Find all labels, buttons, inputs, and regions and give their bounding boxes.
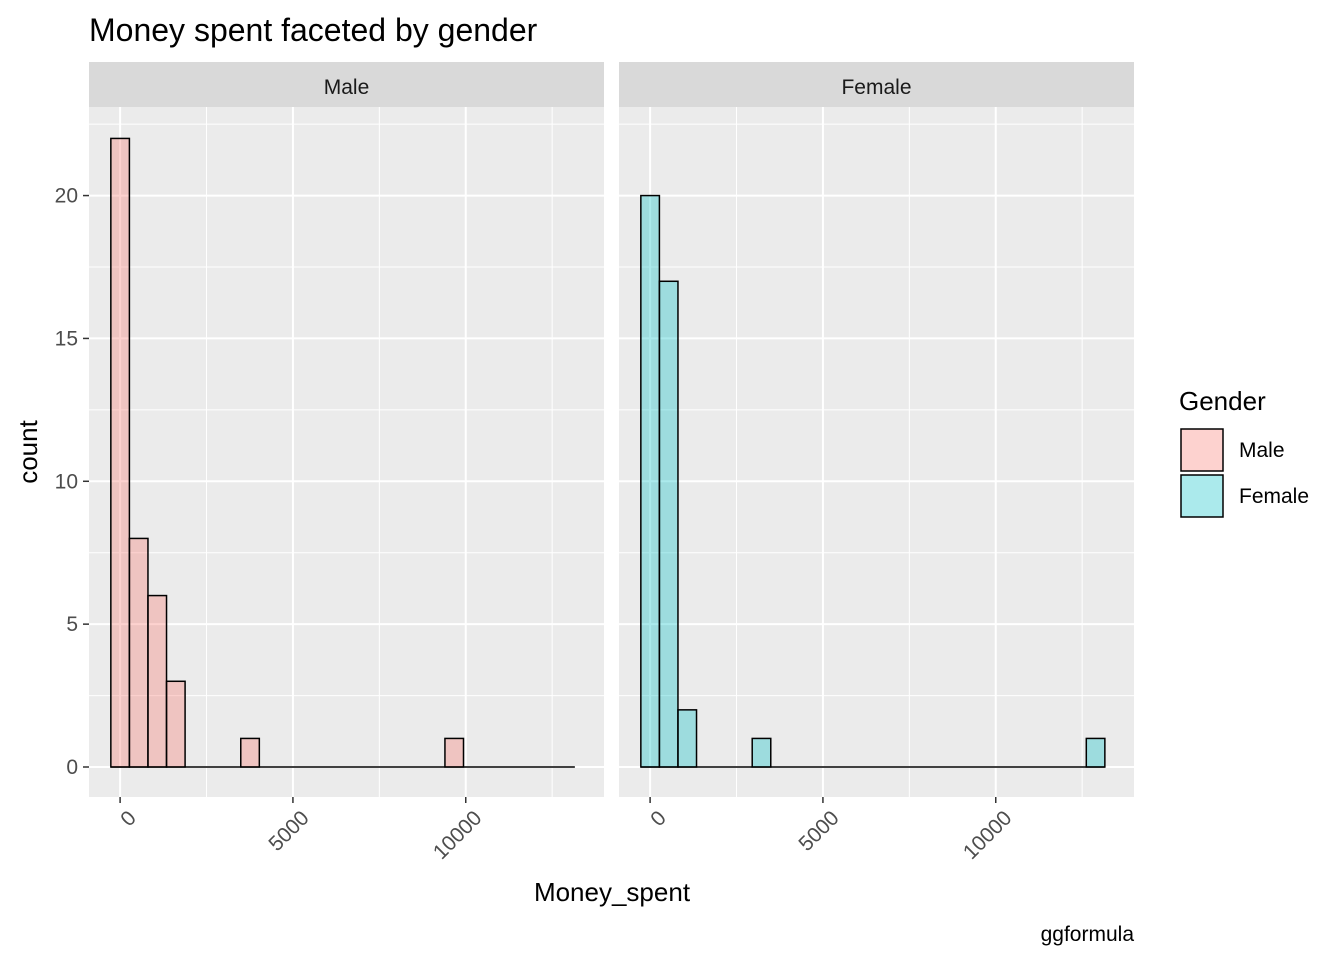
histogram-bar: [444, 737, 465, 768]
legend: Gender Male Female: [1179, 386, 1309, 518]
chart-title: Money spent faceted by gender: [89, 12, 538, 48]
legend-key: [1180, 474, 1224, 518]
histogram-bar: [165, 680, 186, 768]
facet-strip-label: Female: [841, 76, 911, 99]
facet-strip-label: Male: [324, 76, 370, 99]
facet-panels: Male 0 5000 10000 Female 0 5000 10000: [89, 62, 1134, 864]
y-tick-label: 5: [66, 613, 78, 636]
y-tick-label: 0: [66, 756, 78, 779]
facet-panel-male: Male 0 5000 10000: [89, 62, 604, 864]
histogram-bar: [147, 594, 168, 768]
histogram-bar: [240, 737, 261, 768]
histogram-bar: [751, 737, 772, 768]
facet-strip: [89, 62, 604, 107]
legend-key: [1180, 428, 1224, 472]
legend-label: Female: [1239, 485, 1309, 508]
y-axis-title: count: [13, 419, 43, 483]
facet-strip: [619, 62, 1134, 107]
panel-background: [619, 107, 1134, 797]
legend-label: Male: [1239, 439, 1285, 462]
x-tick-label: 0: [116, 806, 141, 831]
y-tick-label: 20: [55, 185, 78, 208]
histogram-bar: [1085, 737, 1106, 768]
x-tick-label: 0: [646, 806, 671, 831]
x-tick-label: 10000: [429, 806, 487, 864]
histogram-bar: [677, 709, 698, 768]
x-tick-label: 10000: [959, 806, 1017, 864]
x-tick-label: 5000: [264, 806, 313, 855]
histogram-bar: [110, 137, 131, 768]
y-axis: 0 5 10 15 20: [55, 185, 89, 779]
x-tick-label: 5000: [794, 806, 843, 855]
y-tick-label: 10: [55, 470, 78, 493]
y-tick-label: 15: [55, 327, 78, 350]
histogram-bar: [640, 194, 661, 768]
legend-title: Gender: [1179, 386, 1266, 416]
histogram-bar: [658, 280, 679, 768]
x-axis-title: Money_spent: [534, 877, 691, 907]
facet-panel-female: Female 0 5000 10000: [619, 62, 1134, 864]
histogram-bar: [128, 537, 149, 768]
caption: ggformula: [1041, 923, 1135, 946]
